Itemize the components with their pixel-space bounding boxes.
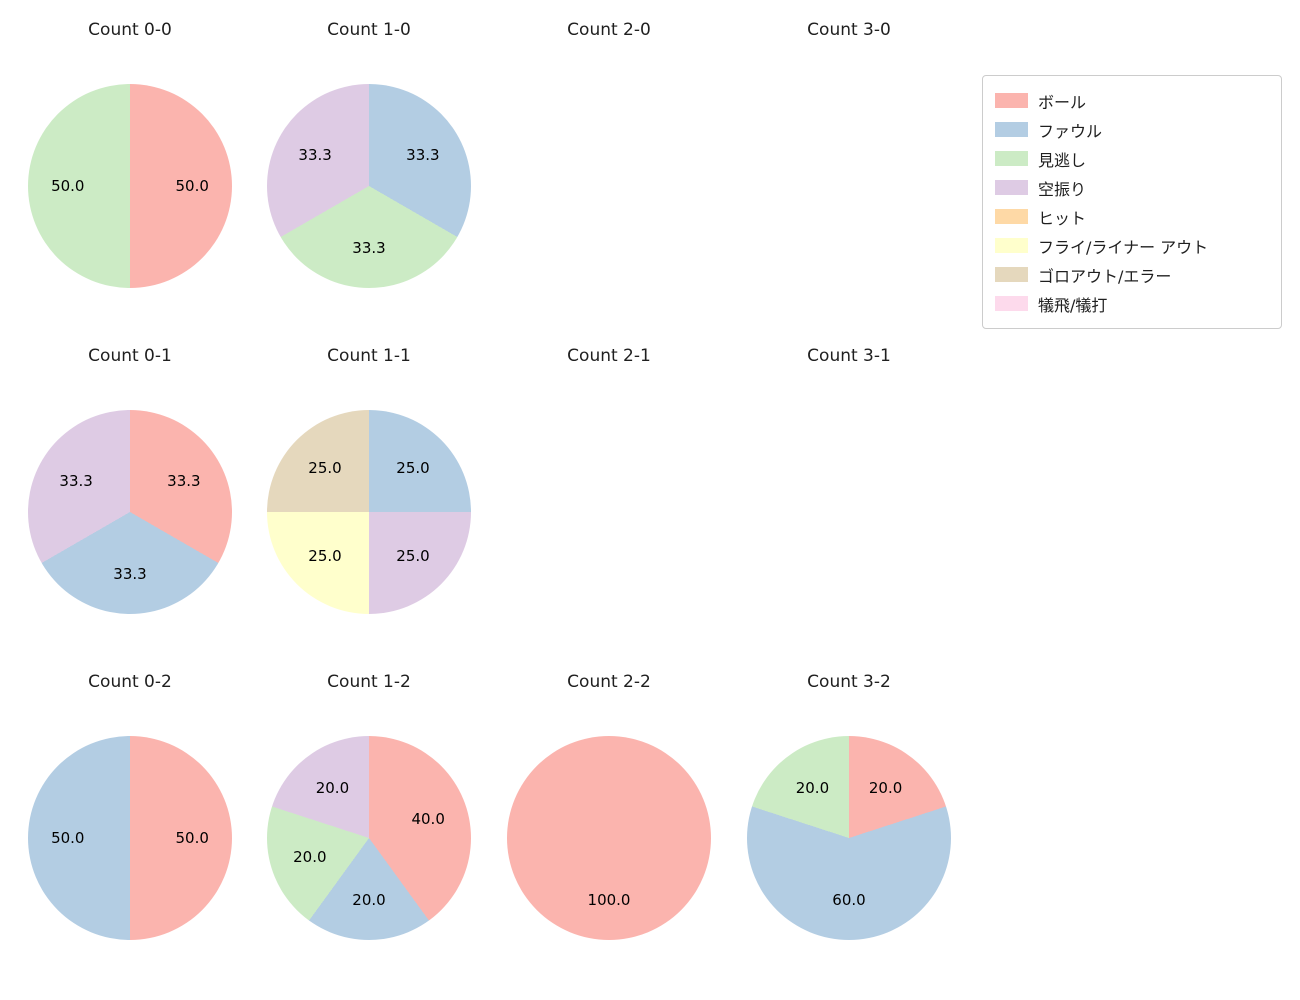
chart-title: Count 1-2	[327, 672, 411, 692]
legend-swatch	[995, 180, 1028, 195]
slice-label: 20.0	[868, 778, 903, 797]
legend-label: 空振り	[1038, 179, 1087, 199]
legend-label: ゴロアウト/エラー	[1038, 266, 1172, 286]
legend-swatch	[995, 267, 1028, 282]
slice-label: 33.3	[352, 239, 386, 258]
slice-label: 50.0	[51, 177, 85, 195]
chart-title: Count 1-0	[327, 20, 411, 40]
slice-label: 40.0	[411, 809, 445, 828]
chart-title: Count 2-2	[567, 672, 651, 692]
chart-title: Count 1-1	[327, 346, 411, 366]
legend-label: 犠飛/犠打	[1038, 295, 1108, 315]
legend-swatch	[995, 122, 1028, 137]
legend-label: ボール	[1038, 92, 1087, 112]
legend-swatch	[995, 238, 1028, 253]
slice-label: 33.3	[167, 471, 201, 490]
pie-chart	[267, 736, 471, 940]
slice-label: 60.0	[832, 891, 866, 910]
legend-item: 犠飛/犠打	[995, 289, 1269, 318]
slice-label: 50.0	[175, 829, 209, 847]
slice-label: 20.0	[352, 891, 386, 910]
legend-item: ボール	[995, 86, 1269, 115]
legend-item: ゴロアウト/エラー	[995, 260, 1269, 289]
chart-title: Count 0-1	[88, 346, 172, 366]
legend-item: 空振り	[995, 173, 1269, 202]
chart-title: Count 0-0	[88, 20, 172, 40]
slice-label: 33.3	[59, 471, 93, 490]
pie-chart	[28, 736, 232, 940]
slice-label: 25.0	[308, 459, 342, 477]
slice-label: 25.0	[396, 459, 430, 477]
slice-label: 25.0	[396, 546, 430, 565]
slice-label: 100.0	[587, 891, 631, 910]
slice-label: 50.0	[51, 829, 85, 847]
pie-chart	[507, 736, 711, 940]
pie-chart	[28, 84, 232, 288]
pie-chart	[28, 410, 232, 614]
chart-title: Count 3-0	[807, 20, 891, 40]
legend-swatch	[995, 296, 1028, 311]
legend-swatch	[995, 209, 1028, 224]
chart-title: Count 3-1	[807, 346, 891, 366]
chart-title: Count 3-2	[807, 672, 891, 692]
slice-label: 20.0	[293, 848, 327, 867]
legend-item: 見逃し	[995, 144, 1269, 173]
legend-item: ファウル	[995, 115, 1269, 144]
legend-item: ヒット	[995, 202, 1269, 231]
legend-label: フライ/ライナー アウト	[1038, 237, 1209, 257]
legend-swatch	[995, 93, 1028, 108]
slice-label: 20.0	[315, 778, 350, 797]
chart-title: Count 2-1	[567, 346, 651, 366]
slice-label: 50.0	[175, 177, 209, 195]
pie-chart	[747, 736, 951, 940]
chart-title: Count 0-2	[88, 672, 172, 692]
slice-label: 33.3	[298, 145, 332, 164]
legend-label: 見逃し	[1038, 150, 1087, 170]
chart-title: Count 2-0	[567, 20, 651, 40]
slice-label: 33.3	[406, 145, 440, 164]
legend-label: ヒット	[1038, 208, 1087, 228]
pie-chart	[267, 84, 471, 288]
slice-label: 33.3	[113, 565, 147, 584]
legend-label: ファウル	[1038, 121, 1103, 141]
pie-chart	[267, 410, 471, 614]
legend-item: フライ/ライナー アウト	[995, 231, 1269, 260]
legend: ボールファウル見逃し空振りヒットフライ/ライナー アウト ゴロアウト/エラー 犠飛/…	[982, 75, 1282, 329]
legend-swatch	[995, 151, 1028, 166]
slice-label: 25.0	[308, 546, 342, 565]
slice-label: 20.0	[795, 778, 830, 797]
